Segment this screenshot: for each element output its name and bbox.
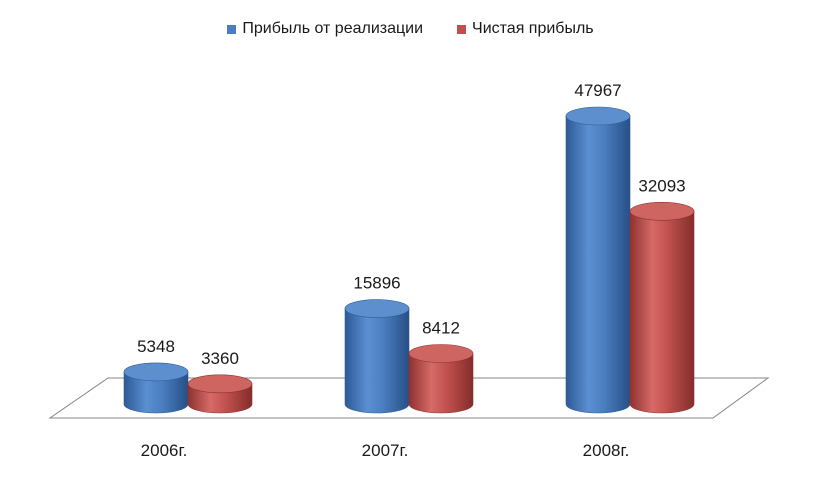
x-tick-label: 2006г.: [141, 441, 188, 460]
bar-top: [123, 362, 189, 382]
data-label: 3360: [201, 349, 239, 368]
data-label: 8412: [422, 318, 460, 337]
bar-top: [187, 374, 253, 394]
bar-body: [629, 211, 695, 414]
legend-item-sales-profit: Прибыль от реализации: [227, 20, 423, 38]
legend-swatch-blue: [227, 24, 237, 34]
bar-top: [408, 344, 474, 363]
legend-label-sales-profit: Прибыль от реализации: [242, 20, 424, 37]
bar-top: [344, 299, 410, 318]
bar-body: [565, 115, 631, 414]
legend-item-net-profit: Чистая прибыль: [457, 20, 594, 38]
data-label: 15896: [353, 274, 400, 293]
bar-sales-profit-2: [565, 106, 631, 414]
legend-label-net-profit: Чистая прибыль: [472, 20, 594, 37]
data-label: 32093: [638, 176, 685, 195]
bar-top: [565, 106, 631, 126]
bar-sales-profit-1: [344, 299, 410, 414]
bar-body: [408, 353, 474, 414]
x-tick-label: 2008г.: [583, 441, 630, 460]
bar-net-profit-1: [408, 344, 474, 414]
bar-top: [629, 202, 695, 221]
legend: Прибыль от реализации Чистая прибыль: [0, 20, 821, 38]
bar-sales-profit-0: [123, 362, 189, 414]
data-label: 47967: [574, 81, 621, 100]
data-label: 5348: [137, 337, 175, 356]
bar-net-profit-0: [187, 374, 253, 414]
bar-body: [344, 308, 410, 414]
bar-body: [123, 371, 189, 414]
legend-swatch-red: [457, 24, 467, 34]
x-tick-label: 2007г.: [362, 441, 409, 460]
bar-net-profit-2: [629, 202, 695, 414]
